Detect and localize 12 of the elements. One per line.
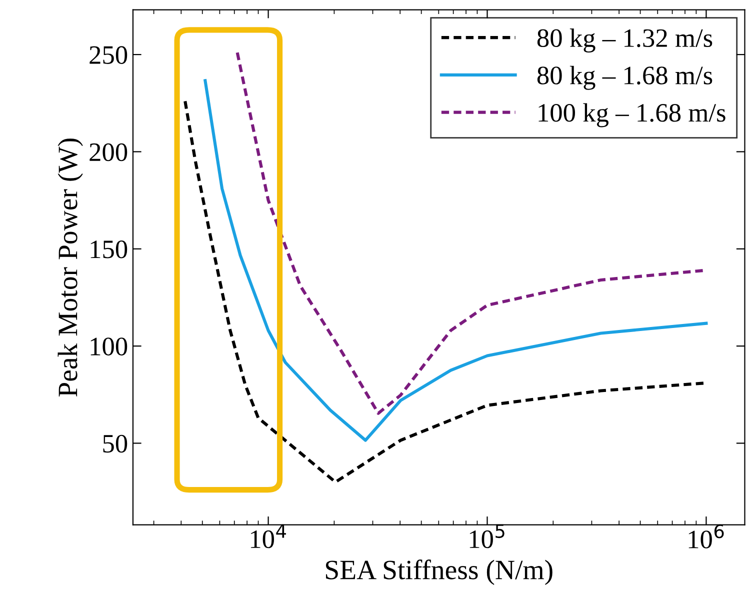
x-tick-label: 10$^{4}$ (250, 524, 286, 548)
legend-label: 100 kg – 1.68 m/s (538, 103, 726, 128)
x-axis-title: SEA Stiffness (N/m) (326, 560, 552, 585)
y-tick-label: 100 (90, 338, 128, 356)
y-tick-label: 200 (90, 143, 128, 162)
y-tick-label: 50 (103, 434, 128, 453)
y-axis-title: Peak Motor Power (W) (58, 138, 83, 397)
legend-label: 80 kg – 1.68 m/s (537, 66, 712, 90)
y-tick-label: 150 (90, 240, 128, 258)
y-tick-label: 250 (90, 46, 128, 64)
legend-label: 80 kg – 1.32 m/s (537, 28, 712, 52)
x-tick-label: 10$^{6}$ (688, 524, 724, 548)
